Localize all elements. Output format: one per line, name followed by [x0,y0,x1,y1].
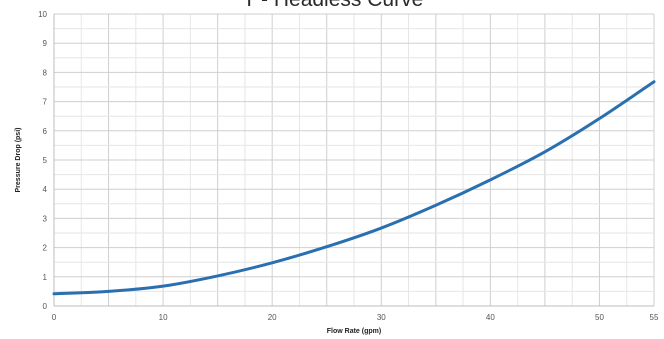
x-tick-label: 50 [595,313,604,322]
tick-labels: 0 10 20 30 40 50 55 0 1 2 3 4 5 6 7 8 9 10 [38,10,659,322]
x-axis-title: Flow Rate (gpm) [327,328,381,335]
y-tick-label: 7 [43,98,48,107]
x-tick-label: 55 [650,313,659,322]
x-tick-label: 30 [377,313,386,322]
y-tick-label: 0 [43,302,48,311]
y-tick-label: 6 [43,127,48,136]
y-tick-label: 3 [43,214,48,223]
x-tick-label: 0 [52,313,57,322]
x-tick-label: 40 [486,313,495,322]
y-tick-label: 2 [43,244,48,253]
y-tick-label: 9 [43,39,48,48]
x-tick-label: 10 [159,313,168,322]
grid [53,13,655,307]
y-tick-label: 4 [43,185,48,194]
chart-title: T - Headless Curve [243,0,424,11]
y-tick-label: 5 [43,156,48,165]
y-tick-label: 1 [43,273,48,282]
y-tick-label: 8 [43,68,48,77]
y-tick-label: 10 [38,10,47,19]
x-tick-label: 20 [268,313,277,322]
series-layer [52,80,656,296]
axes [53,14,654,307]
series-line [52,80,656,296]
y-axis-title: Pressure Drop (psi) [15,128,22,193]
